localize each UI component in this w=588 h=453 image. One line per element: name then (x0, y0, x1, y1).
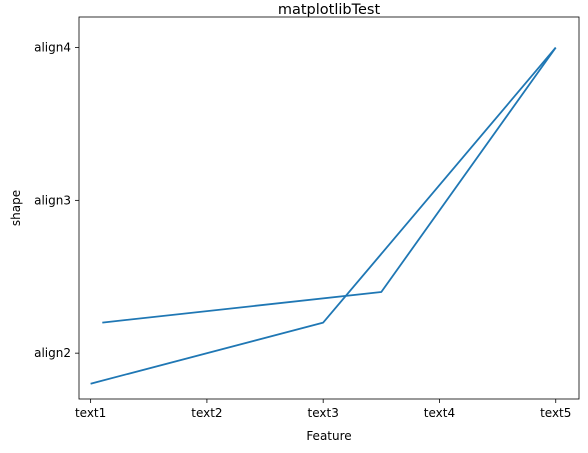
y-tick-label: align3 (34, 193, 71, 207)
x-tick-label: text3 (308, 406, 339, 420)
series-layer (90, 47, 557, 385)
plot-area (78, 16, 580, 400)
y-tick-label: align4 (34, 41, 71, 55)
x-tick-label: text2 (191, 406, 222, 420)
x-axis-label: Feature (306, 429, 351, 443)
series-line-2 (90, 47, 557, 385)
chart-title: matplotlibTest (278, 2, 381, 18)
y-axis-label: shape (9, 190, 23, 226)
y-ticks: align2 align3 align4 (34, 41, 79, 360)
x-tick-label: text1 (75, 406, 106, 420)
y-tick-label: align2 (34, 346, 71, 360)
x-ticks: text1 text2 text3 text4 text5 (75, 399, 571, 420)
x-tick-label: text4 (424, 406, 455, 420)
series-line-1 (102, 47, 557, 324)
x-tick-label: text5 (540, 406, 571, 420)
